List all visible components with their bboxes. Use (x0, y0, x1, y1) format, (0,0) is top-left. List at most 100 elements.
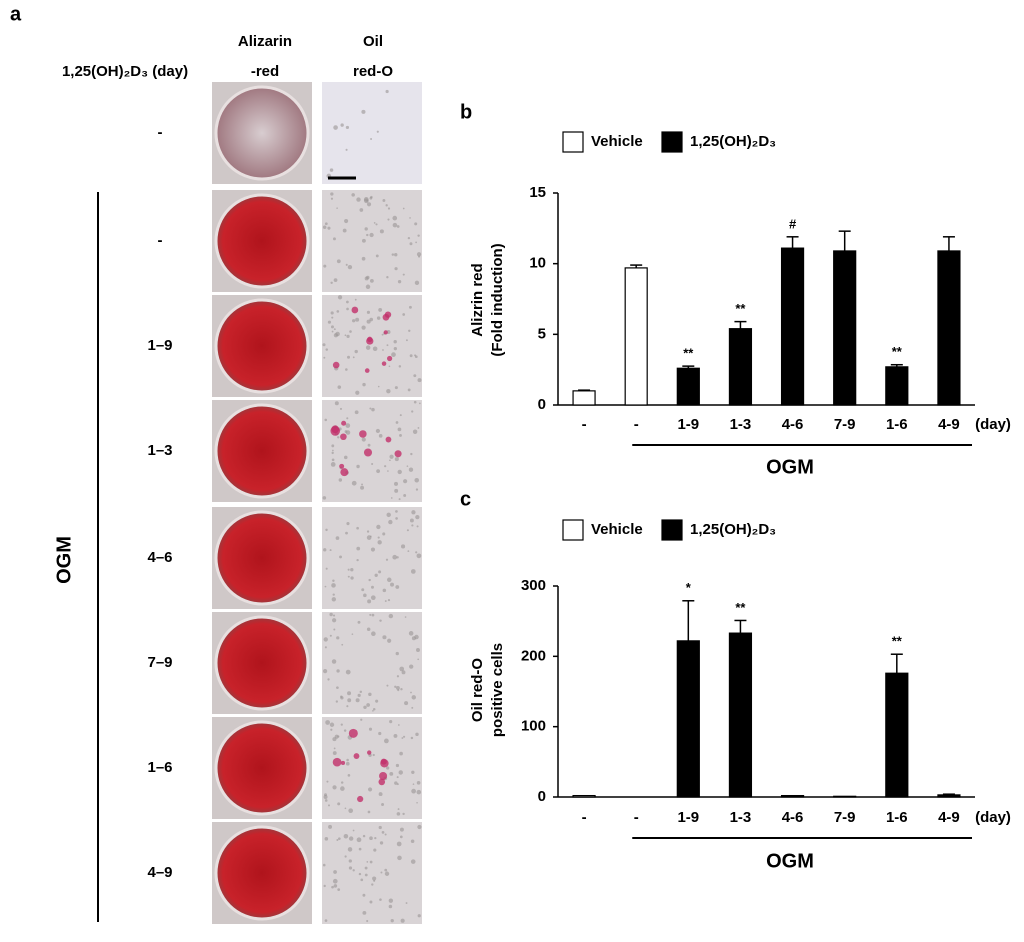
speckle (368, 787, 373, 792)
speckle (355, 317, 360, 322)
speckle (396, 812, 401, 816)
speckle (370, 278, 374, 283)
speckle (396, 675, 400, 678)
speckle (361, 437, 366, 442)
speckle (371, 462, 374, 466)
speckle (352, 319, 356, 323)
speckle (372, 876, 377, 881)
speckle (329, 168, 334, 172)
bar (833, 795, 857, 798)
x-tick-label: 1-9 (677, 416, 699, 433)
legend-label: Vehicle (591, 133, 643, 150)
lipid (367, 750, 372, 755)
speckle (329, 612, 333, 617)
bar (780, 794, 805, 798)
significance: ** (683, 346, 694, 361)
speckle (347, 355, 351, 359)
column-header: red-O (353, 63, 393, 80)
row-label: 1–6 (147, 759, 172, 776)
speckle (351, 193, 355, 197)
legend-swatch (562, 519, 584, 541)
speckle (358, 872, 362, 876)
speckle (345, 669, 351, 675)
x-tick-label: 1-9 (677, 809, 699, 826)
speckle (414, 477, 420, 483)
speckle (417, 427, 420, 429)
speckle (361, 588, 365, 592)
speckle (331, 885, 334, 889)
speckle (382, 532, 386, 536)
speckle (397, 689, 400, 692)
speckle (336, 686, 339, 690)
speckle (416, 525, 419, 528)
speckle (356, 464, 360, 469)
speckle (395, 517, 398, 520)
speckle (330, 281, 333, 284)
speckle (398, 770, 403, 775)
speckle (362, 834, 366, 838)
speckle (372, 346, 378, 352)
speckle (363, 705, 367, 710)
speckle (390, 918, 394, 923)
speckle (371, 585, 374, 589)
speckle (411, 636, 416, 641)
lipid (332, 757, 342, 767)
speckle (378, 434, 383, 438)
group-label: OGM (766, 850, 814, 872)
speckle (417, 914, 421, 918)
bar (885, 672, 909, 798)
significance: ** (735, 301, 746, 316)
speckle (418, 255, 421, 258)
speckle (387, 207, 391, 210)
well (214, 510, 310, 606)
lipid (340, 433, 347, 441)
speckle (411, 695, 416, 700)
stain-image (322, 717, 422, 819)
speckle (336, 839, 339, 842)
speckle (331, 583, 336, 588)
speckle (345, 430, 351, 435)
speckle (330, 197, 334, 200)
speckle (330, 462, 336, 467)
speckle (379, 619, 382, 622)
y-tick-label: 15 (529, 184, 546, 201)
speckle (336, 259, 341, 264)
speckle (333, 328, 336, 331)
significance: ** (892, 344, 903, 359)
speckle (330, 311, 334, 315)
speckle (413, 374, 417, 378)
speckle (412, 783, 415, 785)
speckle (395, 421, 399, 424)
legend-label: Vehicle (591, 521, 643, 538)
speckle (419, 402, 421, 405)
significance: ** (892, 634, 903, 649)
speckle (372, 708, 376, 711)
speckle (400, 918, 405, 923)
stain-image (322, 507, 422, 609)
speckle (369, 232, 374, 238)
speckle (401, 737, 404, 739)
well (214, 193, 310, 289)
speckle (382, 588, 387, 593)
speckle (399, 835, 403, 839)
speckle (331, 444, 335, 448)
speckle (325, 528, 328, 532)
speckle (387, 598, 391, 602)
speckle (409, 518, 414, 523)
speckle (369, 836, 373, 841)
speckle (394, 253, 398, 257)
speckle (369, 900, 373, 904)
speckle (366, 703, 370, 707)
speckle (333, 125, 338, 130)
lipid (351, 306, 359, 314)
speckle (408, 631, 414, 636)
speckle (324, 919, 328, 922)
speckle (352, 356, 355, 359)
y-axis-label: (Fold induction) (489, 243, 506, 356)
speckle (396, 783, 399, 786)
speckle (329, 634, 332, 637)
row-header: 1,25(OH)₂D₃ (day) (62, 63, 188, 80)
speckle (392, 222, 398, 228)
lipid (332, 361, 340, 369)
speckle (343, 833, 349, 839)
